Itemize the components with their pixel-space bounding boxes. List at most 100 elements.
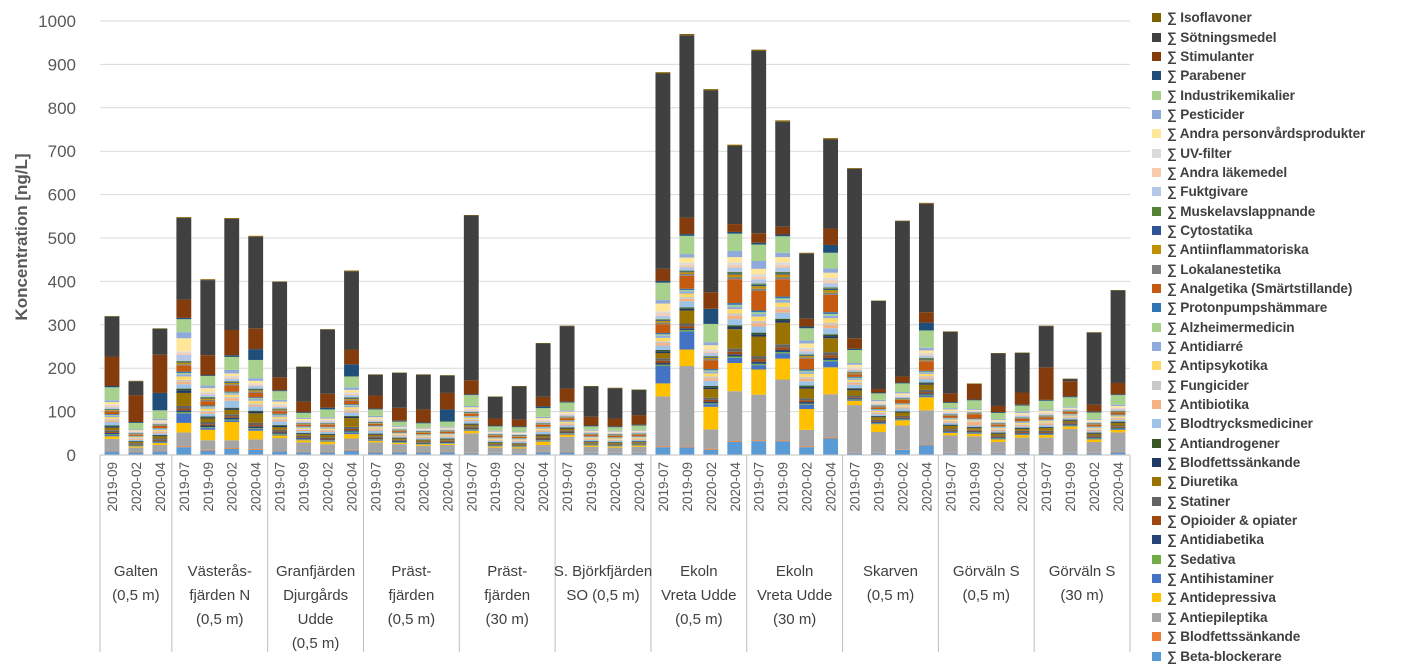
bar-segment — [919, 353, 934, 354]
bar-segment — [560, 432, 575, 433]
bar-segment — [679, 271, 694, 272]
bar-segment — [200, 430, 215, 440]
bar-segment — [440, 444, 455, 445]
bar-segment — [488, 431, 503, 432]
bar-segment — [152, 393, 167, 410]
bar-stack — [248, 236, 263, 455]
bar-segment — [751, 51, 766, 233]
bar-segment — [584, 447, 599, 453]
bar-segment — [847, 365, 862, 368]
x-tick-label: 2019-09 — [201, 462, 216, 512]
bar-segment — [703, 402, 718, 404]
bar-segment — [775, 347, 790, 350]
x-tick-label: 2020-02 — [1087, 462, 1102, 512]
bar-segment — [129, 423, 144, 430]
bar-segment — [775, 227, 790, 235]
bar-segment — [272, 411, 287, 414]
bar-segment — [200, 440, 215, 450]
legend-item: ∑ Antidepressiva — [1152, 588, 1404, 607]
bar-segment — [248, 392, 263, 393]
x-tick-label: 2020-04 — [1111, 462, 1126, 512]
bar-segment — [679, 309, 694, 311]
legend-label: ∑ Antiepileptika — [1167, 610, 1268, 625]
bar-segment — [847, 378, 862, 379]
bar-segment — [176, 376, 191, 379]
bar-segment — [847, 405, 862, 453]
bar-stack — [632, 389, 647, 455]
bar-segment — [775, 272, 790, 273]
bar-segment — [200, 398, 215, 399]
bar-segment — [847, 396, 862, 398]
bar-segment — [296, 425, 311, 427]
bar-segment — [152, 439, 167, 440]
bar-segment — [967, 431, 982, 432]
bar-segment — [751, 365, 766, 369]
x-tick-label: 2020-04 — [632, 462, 647, 512]
bar-segment — [176, 382, 191, 385]
bar-segment — [847, 380, 862, 382]
bar-segment — [344, 271, 359, 272]
legend-label: ∑ Sedativa — [1167, 552, 1235, 567]
bar-segment — [320, 420, 335, 421]
bar-segment — [823, 323, 838, 325]
bar-segment — [727, 272, 742, 273]
bar-segment — [679, 301, 694, 307]
bar-segment — [895, 383, 910, 384]
bar-segment — [200, 397, 215, 398]
bar-segment — [368, 438, 383, 439]
bar-segment — [512, 442, 527, 443]
bar-segment — [224, 395, 239, 397]
bar-segment — [823, 228, 838, 244]
bar-segment — [1087, 430, 1102, 431]
bar-segment — [703, 353, 718, 356]
bar-segment — [560, 434, 575, 435]
bar-segment — [871, 389, 886, 392]
legend-item: ∑ Cytostatika — [1152, 221, 1404, 240]
bar-segment — [440, 436, 455, 437]
bar-segment — [632, 415, 647, 425]
bar-segment — [991, 425, 1006, 427]
legend-swatch — [1152, 91, 1161, 100]
bar-segment — [1087, 422, 1102, 423]
bar-segment — [823, 278, 838, 281]
bar-segment — [560, 437, 575, 452]
bar-segment — [464, 406, 479, 407]
bar-segment — [344, 387, 359, 390]
bar-segment — [584, 442, 599, 443]
bar-segment — [536, 428, 551, 429]
bar-stack — [1039, 326, 1054, 455]
bar-segment — [799, 359, 814, 370]
bar-segment — [200, 400, 215, 401]
bar-segment — [129, 437, 144, 438]
legend-item: ∑ Analgetika (Smärtstillande) — [1152, 279, 1404, 298]
bar-segment — [272, 409, 287, 410]
bar-segment — [679, 254, 694, 257]
bar-segment — [967, 419, 982, 420]
bar-segment — [847, 349, 862, 350]
bar-segment — [703, 372, 718, 374]
bar-segment — [1111, 291, 1126, 383]
bar-segment — [320, 434, 335, 435]
bar-segment — [655, 281, 670, 283]
legend-item: ∑ Parabener — [1152, 66, 1404, 85]
bar-segment — [392, 439, 407, 440]
bar-segment — [823, 283, 838, 287]
bar-segment — [775, 236, 790, 252]
bar-segment — [991, 428, 1006, 429]
bar-segment — [967, 400, 982, 409]
bar-segment — [296, 434, 311, 436]
bar-segment — [296, 439, 311, 440]
bar-segment — [703, 449, 718, 450]
bar-segment — [560, 414, 575, 415]
bar-segment — [823, 138, 838, 139]
bar-segment — [344, 397, 359, 398]
bar-segment — [632, 438, 647, 439]
bar-segment — [440, 439, 455, 440]
bar-segment — [895, 409, 910, 412]
bar-segment — [871, 423, 886, 424]
bar-segment — [1087, 431, 1102, 432]
x-tick-label: 2019-07 — [752, 462, 767, 512]
bar-segment — [703, 351, 718, 353]
x-tick-label: 2020-02 — [895, 462, 910, 512]
bar-segment — [200, 414, 215, 417]
